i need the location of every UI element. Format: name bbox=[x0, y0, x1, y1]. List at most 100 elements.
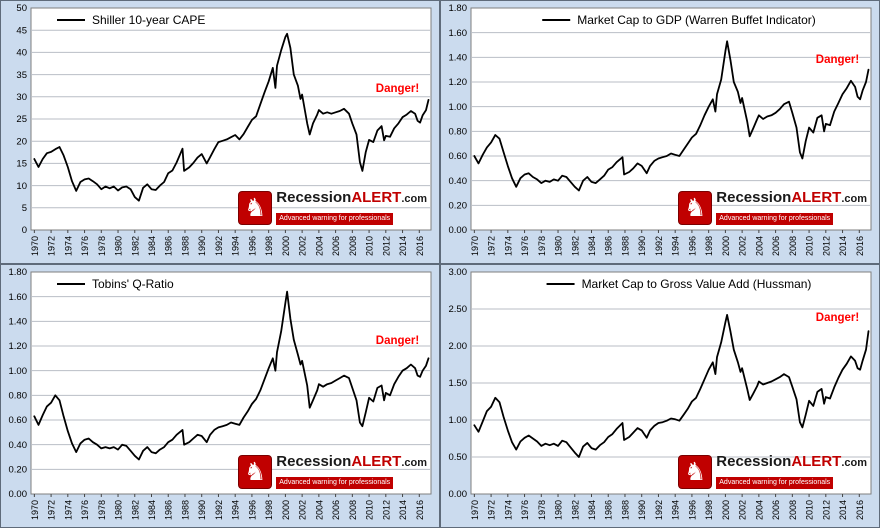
legend-line-sample bbox=[546, 283, 575, 285]
svg-text:2002: 2002 bbox=[738, 500, 748, 520]
logo-name-red: ALERT bbox=[351, 189, 402, 206]
svg-text:1998: 1998 bbox=[704, 500, 714, 520]
logo-tagline: Advanced warning for professionals bbox=[276, 477, 394, 489]
svg-text:1.20: 1.20 bbox=[449, 77, 468, 88]
svg-text:2006: 2006 bbox=[771, 236, 781, 256]
svg-text:1984: 1984 bbox=[587, 500, 597, 520]
legend-line-sample bbox=[57, 19, 85, 21]
svg-text:0: 0 bbox=[22, 225, 27, 236]
svg-text:2008: 2008 bbox=[348, 236, 358, 256]
svg-text:0.40: 0.40 bbox=[449, 176, 468, 187]
svg-text:2.00: 2.00 bbox=[449, 341, 468, 352]
svg-text:2010: 2010 bbox=[805, 500, 815, 520]
svg-text:1984: 1984 bbox=[147, 500, 157, 520]
svg-text:2014: 2014 bbox=[838, 500, 848, 520]
svg-text:1988: 1988 bbox=[180, 236, 190, 256]
svg-text:1992: 1992 bbox=[654, 500, 664, 520]
svg-text:2016: 2016 bbox=[855, 500, 865, 520]
svg-text:2008: 2008 bbox=[788, 236, 798, 256]
svg-text:2012: 2012 bbox=[381, 500, 391, 520]
logo-name-red: ALERT bbox=[791, 189, 842, 206]
knight-icon: ♞ bbox=[678, 190, 713, 225]
svg-text:1984: 1984 bbox=[147, 236, 157, 256]
logo-text: RecessionALERT.com Advanced warning for … bbox=[276, 454, 427, 489]
svg-text:1976: 1976 bbox=[520, 500, 530, 520]
svg-text:1980: 1980 bbox=[554, 500, 564, 520]
svg-text:1.40: 1.40 bbox=[9, 317, 28, 328]
svg-text:1978: 1978 bbox=[537, 500, 547, 520]
logo-tagline: Advanced warning for professionals bbox=[716, 213, 834, 225]
svg-text:1998: 1998 bbox=[264, 236, 274, 256]
danger-annotation: Danger! bbox=[375, 335, 420, 348]
svg-text:1992: 1992 bbox=[214, 236, 224, 256]
recessionalert-logo: ♞ RecessionALERT.com Advanced warning fo… bbox=[238, 454, 427, 489]
svg-text:0.00: 0.00 bbox=[9, 489, 28, 500]
danger-annotation: Danger! bbox=[815, 312, 860, 325]
svg-text:1978: 1978 bbox=[97, 236, 107, 256]
svg-text:1970: 1970 bbox=[470, 500, 480, 520]
logo-name-suffix: .com bbox=[401, 457, 427, 469]
svg-text:45: 45 bbox=[16, 25, 27, 36]
svg-text:1988: 1988 bbox=[620, 500, 630, 520]
logo-name: RecessionALERT.com bbox=[716, 190, 867, 207]
logo-tagline: Advanced warning for professionals bbox=[716, 477, 834, 489]
knight-icon: ♞ bbox=[238, 190, 273, 225]
svg-text:1974: 1974 bbox=[503, 236, 513, 256]
svg-text:1990: 1990 bbox=[197, 236, 207, 256]
svg-text:1994: 1994 bbox=[231, 500, 241, 520]
svg-text:1982: 1982 bbox=[130, 500, 140, 520]
svg-text:1970: 1970 bbox=[30, 236, 40, 256]
svg-text:2000: 2000 bbox=[721, 500, 731, 520]
svg-text:2006: 2006 bbox=[331, 500, 341, 520]
svg-text:1988: 1988 bbox=[180, 500, 190, 520]
logo-name-suffix: .com bbox=[841, 457, 867, 469]
svg-text:1990: 1990 bbox=[197, 500, 207, 520]
svg-text:0.80: 0.80 bbox=[449, 127, 468, 138]
danger-annotation: Danger! bbox=[815, 54, 860, 67]
svg-text:2006: 2006 bbox=[771, 500, 781, 520]
legend-line-sample bbox=[542, 19, 571, 21]
svg-text:2002: 2002 bbox=[298, 500, 308, 520]
logo-name: RecessionALERT.com bbox=[716, 454, 867, 471]
knight-icon: ♞ bbox=[678, 454, 713, 489]
logo-text: RecessionALERT.com Advanced warning for … bbox=[716, 454, 867, 489]
svg-text:0.40: 0.40 bbox=[9, 440, 28, 451]
svg-text:1.80: 1.80 bbox=[9, 267, 28, 278]
legend: Market Cap to GDP (Warren Buffet Indicat… bbox=[542, 13, 816, 27]
svg-text:2002: 2002 bbox=[738, 236, 748, 256]
chart-panel-market-cap-gva: 0.00 0.50 1.00 1.50 2.00 2.50 3.00 1970 1972 1974… bbox=[440, 264, 880, 528]
svg-text:2000: 2000 bbox=[281, 500, 291, 520]
svg-text:2012: 2012 bbox=[381, 236, 391, 256]
svg-text:2014: 2014 bbox=[838, 236, 848, 256]
legend-label: Tobins' Q-Ratio bbox=[92, 277, 174, 291]
svg-text:1978: 1978 bbox=[537, 236, 547, 256]
svg-text:1976: 1976 bbox=[80, 236, 90, 256]
legend-line-sample bbox=[57, 283, 85, 285]
svg-text:1986: 1986 bbox=[604, 236, 614, 256]
chart-canvas-market-cap-gva: 0.00 0.50 1.00 1.50 2.00 2.50 3.00 1970 1972 1974… bbox=[449, 267, 872, 520]
svg-text:2004: 2004 bbox=[314, 500, 324, 520]
svg-text:1974: 1974 bbox=[63, 500, 73, 520]
logo-name-black: Recession bbox=[276, 189, 352, 206]
svg-text:1990: 1990 bbox=[637, 500, 647, 520]
svg-text:2.50: 2.50 bbox=[449, 304, 468, 315]
legend-label: Shiller 10-year CAPE bbox=[92, 13, 206, 27]
svg-text:2010: 2010 bbox=[365, 236, 375, 256]
svg-text:1.40: 1.40 bbox=[449, 53, 468, 64]
svg-text:1992: 1992 bbox=[214, 500, 224, 520]
svg-text:30: 30 bbox=[16, 92, 27, 103]
svg-text:0.60: 0.60 bbox=[9, 415, 28, 426]
svg-text:0.20: 0.20 bbox=[449, 201, 468, 212]
logo-name-black: Recession bbox=[716, 189, 792, 206]
svg-text:1982: 1982 bbox=[570, 236, 580, 256]
svg-text:3.00: 3.00 bbox=[449, 267, 468, 278]
svg-text:1978: 1978 bbox=[97, 500, 107, 520]
svg-text:2016: 2016 bbox=[855, 236, 865, 256]
logo-name-black: Recession bbox=[716, 453, 792, 470]
svg-text:1982: 1982 bbox=[130, 236, 140, 256]
logo-name: RecessionALERT.com bbox=[276, 190, 427, 207]
logo-text: RecessionALERT.com Advanced warning for … bbox=[276, 190, 427, 225]
svg-text:1972: 1972 bbox=[47, 236, 57, 256]
svg-text:0.60: 0.60 bbox=[449, 151, 468, 162]
